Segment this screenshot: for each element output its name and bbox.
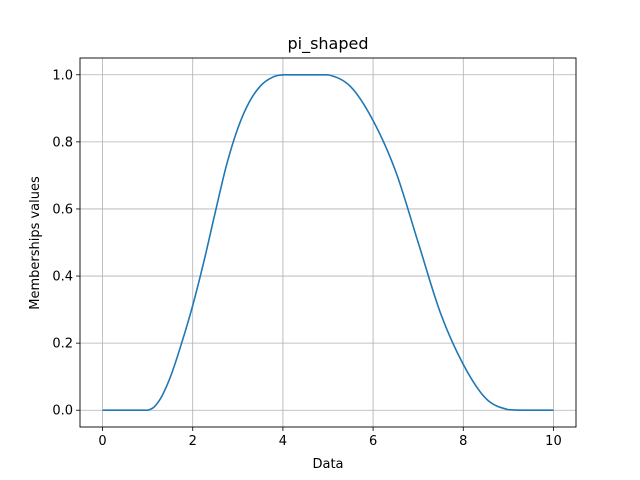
y-tick-label: 0.2 [52,337,73,352]
series-line [102,73,554,412]
x-axis-label: Data [312,457,343,472]
y-tick-label: 0.4 [52,270,73,285]
x-ticks: 0 2 4 6 8 10 [98,427,562,449]
y-tick-label: 1.0 [52,68,73,83]
x-tick-label: 8 [459,434,467,449]
y-tick-label: 0.0 [52,404,73,419]
grid [80,58,576,427]
y-ticks: 0.0 0.2 0.4 0.6 0.8 1.0 [52,68,80,419]
x-tick-label: 4 [279,434,287,449]
x-tick-label: 6 [369,434,377,449]
chart-title: pi_shaped [287,34,368,54]
y-axis-label: Memberships values [28,176,43,310]
x-tick-label: 2 [189,434,197,449]
y-tick-label: 0.6 [52,202,73,217]
axes-frame [79,57,577,428]
x-tick-label: 0 [98,434,106,449]
x-tick-label: 10 [545,434,562,449]
y-tick-label: 0.8 [52,135,73,150]
